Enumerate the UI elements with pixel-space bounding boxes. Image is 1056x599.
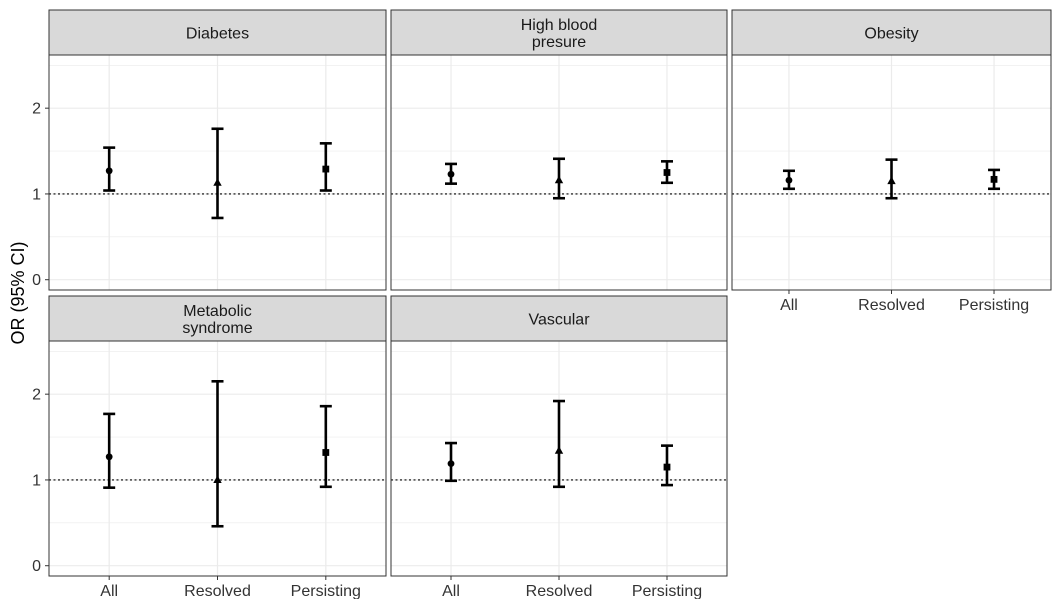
point-marker-circle [447, 170, 455, 178]
panel-border [48, 54, 387, 291]
point-marker-square [663, 169, 671, 176]
y-tick-label: 0 [32, 558, 41, 575]
panel-border [390, 54, 728, 291]
facet-strip-title: presure [532, 34, 586, 51]
x-tick-label: All [780, 297, 798, 314]
point-marker-circle [785, 176, 793, 184]
x-tick-label: Persisting [959, 297, 1029, 314]
facet-strip-title: Vascular [528, 312, 590, 329]
facet-strip-title: High blood [521, 17, 598, 34]
point-marker-triangle [887, 176, 896, 185]
x-tick-label: All [442, 583, 460, 599]
point-marker-circle [105, 453, 113, 461]
point-marker-circle [105, 167, 113, 175]
facet-panel: Diabetes 0 1 2 [32, 9, 387, 291]
facet-strip-title: syndrome [182, 320, 252, 337]
point-marker-circle [447, 460, 455, 468]
x-tick-label: Persisting [632, 583, 702, 599]
y-tick-label: 1 [32, 186, 41, 203]
point-marker-square [322, 449, 330, 456]
y-tick-label: 2 [32, 101, 41, 118]
point-marker-triangle [213, 475, 222, 483]
y-tick-label: 0 [32, 272, 41, 289]
point-marker-square [990, 175, 998, 183]
point-marker-triangle [554, 446, 564, 454]
facet-strip [390, 295, 728, 342]
point-marker-triangle [554, 175, 564, 184]
point-marker-triangle [213, 178, 222, 186]
facet-strip [48, 295, 387, 342]
facet-strip [390, 9, 728, 56]
facet-panel: Vascular All Resolved Persisting [390, 295, 728, 599]
facet-strip-title: Metabolic [183, 303, 251, 320]
facet-strip [48, 9, 387, 56]
y-tick-label: 1 [32, 472, 41, 489]
x-tick-label: Resolved [858, 297, 925, 314]
facet-strip-title: Obesity [864, 26, 918, 43]
y-axis-title: OR (95% CI) [8, 241, 28, 344]
x-tick-label: Resolved [184, 583, 251, 599]
y-tick-label: 2 [32, 387, 41, 404]
x-tick-label: Persisting [291, 583, 361, 599]
point-marker-square [322, 165, 330, 173]
point-marker-square [663, 463, 671, 471]
facet-strip-title: Diabetes [186, 26, 249, 43]
x-tick-label: Resolved [526, 583, 593, 599]
x-tick-label: All [100, 583, 118, 599]
facet-panel: Obesity All Resolved Persisting [731, 9, 1052, 314]
